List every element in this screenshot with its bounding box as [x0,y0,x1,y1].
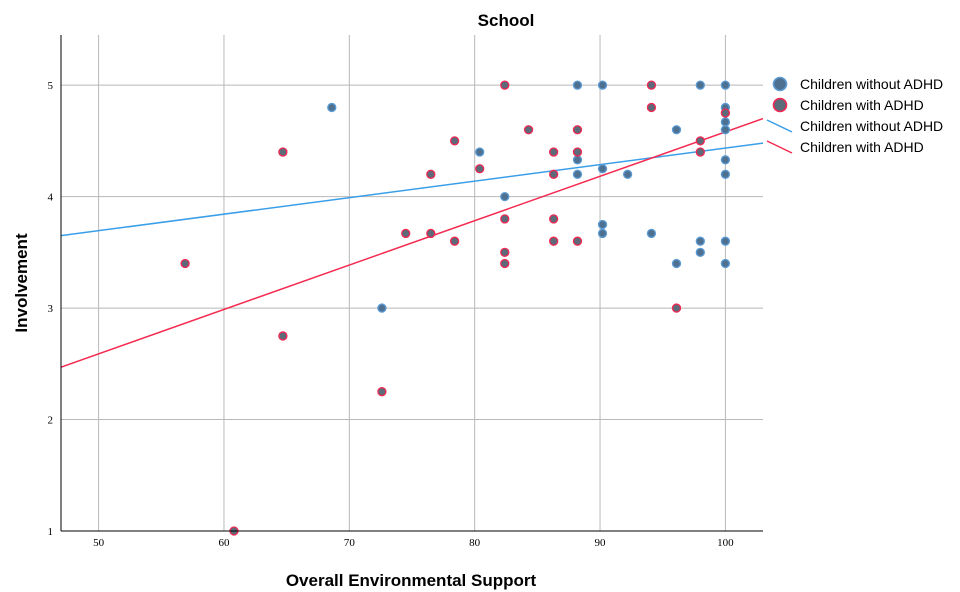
point-with-adhd [549,236,559,246]
point-with-adhd [646,102,657,113]
y-axis-title: Involvement [12,233,31,333]
tick-labels: 50 60 70 80 90 100 1 2 3 4 5 [48,80,735,549]
point-without-adhd [720,80,731,90]
point-with-adhd [180,258,190,269]
legend: Children without ADHD Children with ADHD C… [766,76,943,155]
point-with-adhd [646,80,657,90]
y-tick-label: 4 [48,192,54,204]
point-with-adhd [549,169,559,179]
point-without-adhd [695,236,705,246]
x-tick-label: 50 [93,537,105,549]
point-without-adhd [720,236,731,246]
point-with-adhd [549,147,559,157]
point-without-adhd [720,125,731,135]
axes [60,35,763,532]
point-without-adhd [720,117,731,127]
point-without-adhd [572,80,583,90]
point-without-adhd [622,169,633,179]
point-without-adhd [695,80,705,90]
legend-label: Children with ADHD [800,97,924,113]
chart-title: School [478,11,535,30]
point-without-adhd [720,169,731,179]
x-tick-label: 80 [469,537,481,549]
point-with-adhd [549,214,559,224]
x-tick-label: 100 [717,537,734,549]
fit-lines [60,117,764,368]
point-without-adhd [671,125,682,135]
point-with-adhd [401,228,411,239]
point-without-adhd [720,155,731,165]
y-tick-label: 5 [48,80,54,92]
y-tick-label: 2 [48,415,54,427]
point-without-adhd [500,191,510,202]
point-with-adhd [278,331,288,341]
legend-line-icon [766,119,793,133]
point-without-adhd [597,219,608,230]
point-with-adhd [695,147,705,157]
legend-label: Children without ADHD [800,76,943,92]
point-with-adhd [523,125,534,135]
point-without-adhd [572,155,583,165]
point-without-adhd [646,228,657,239]
point-without-adhd [671,258,682,269]
point-with-adhd [572,236,583,246]
point-with-adhd [500,247,510,257]
fit-line-with-adhd [60,117,764,368]
point-without-adhd [597,80,608,90]
point-with-adhd [695,136,705,146]
point-with-adhd [500,214,510,224]
point-with-adhd [426,228,436,239]
x-tick-label: 70 [344,537,356,549]
x-tick-label: 60 [218,537,230,549]
x-axis-title: Overall Environmental Support [286,571,537,590]
point-without-adhd [695,247,705,257]
point-with-adhd [671,303,682,313]
point-with-adhd [475,164,485,174]
point-with-adhd [572,125,583,135]
point-with-adhd [500,80,510,90]
legend-line-icon [766,140,793,154]
point-without-adhd [597,164,608,174]
y-tick-label: 3 [48,303,54,315]
point-without-adhd [377,303,387,313]
data-points [180,80,731,536]
legend-marker-icon [772,97,788,113]
point-with-adhd [278,147,288,157]
y-tick-label: 1 [48,526,54,538]
point-with-adhd [449,236,460,246]
point-with-adhd [500,258,510,269]
point-without-adhd [572,169,583,179]
legend-label: Children with ADHD [800,139,924,155]
point-without-adhd [475,147,485,157]
point-with-adhd [572,147,583,157]
point-without-adhd [327,102,337,113]
x-tick-label: 90 [595,537,607,549]
point-with-adhd [720,108,731,118]
legend-marker-icon [772,76,788,92]
fit-line-without-adhd [60,142,764,237]
gridlines [61,35,763,532]
legend-label: Children without ADHD [800,118,943,134]
point-with-adhd [426,169,436,179]
point-with-adhd [449,136,460,146]
point-without-adhd [597,228,608,239]
point-without-adhd [720,258,731,269]
point-with-adhd [377,387,387,397]
